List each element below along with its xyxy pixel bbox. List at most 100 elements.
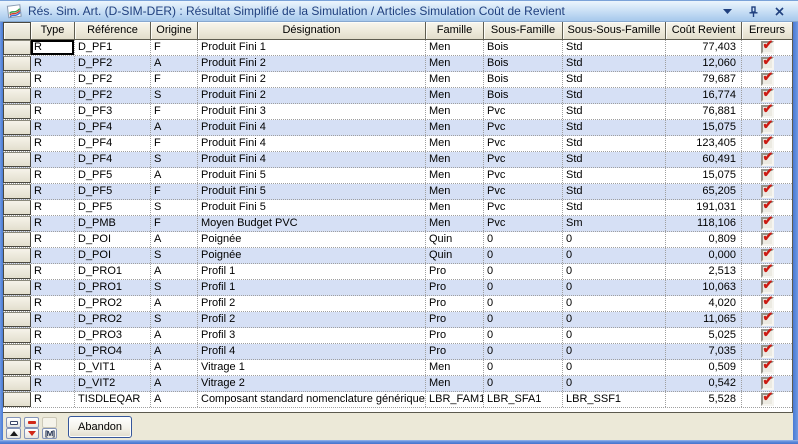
cell-reference[interactable]: D_PRO1 <box>75 280 151 295</box>
cell-type[interactable]: R <box>31 376 75 391</box>
cell-sous-famille[interactable]: Pvc <box>484 152 563 167</box>
erreurs-checkbox[interactable]: ✔ <box>760 56 774 70</box>
cell-famille[interactable]: Pro <box>426 312 484 327</box>
cell-famille[interactable]: Men <box>426 120 484 135</box>
cell-sous-famille[interactable]: Pvc <box>484 216 563 231</box>
row-selector[interactable] <box>3 40 31 55</box>
cell-famille[interactable]: Men <box>426 56 484 71</box>
header-designation[interactable]: Désignation <box>198 22 426 40</box>
cell-designation[interactable]: Produit Fini 2 <box>198 56 426 71</box>
cell-sous-sous-famille[interactable]: 0 <box>563 376 666 391</box>
cell-famille[interactable]: Men <box>426 360 484 375</box>
row-selector[interactable] <box>3 120 31 135</box>
cell-type[interactable]: R <box>31 88 75 103</box>
cell-cout-revient[interactable]: 0,809 <box>666 232 742 247</box>
cell-sous-famille[interactable]: Pvc <box>484 104 563 119</box>
header-corner-cell[interactable] <box>3 22 31 40</box>
cell-origine[interactable]: A <box>151 120 198 135</box>
row-selector[interactable] <box>3 216 31 231</box>
erreurs-checkbox[interactable]: ✔ <box>760 72 774 86</box>
cell-sous-famille[interactable]: 0 <box>484 376 563 391</box>
cell-famille[interactable]: Pro <box>426 296 484 311</box>
cell-origine[interactable]: A <box>151 168 198 183</box>
cell-type[interactable]: R <box>31 104 75 119</box>
cell-famille[interactable]: LBR_FAM1 <box>426 392 484 407</box>
cell-sous-sous-famille[interactable]: Std <box>563 152 666 167</box>
cell-sous-famille[interactable]: Pvc <box>484 168 563 183</box>
cell-origine[interactable]: A <box>151 328 198 343</box>
cell-reference[interactable]: D_PF2 <box>75 56 151 71</box>
cell-sous-sous-famille[interactable]: LBR_SSF1 <box>563 392 666 407</box>
row-selector[interactable] <box>3 360 31 375</box>
cell-famille[interactable]: Men <box>426 40 484 55</box>
row-selector[interactable] <box>3 392 31 407</box>
cell-famille[interactable]: Men <box>426 376 484 391</box>
cell-sous-famille[interactable]: Bois <box>484 72 563 87</box>
cell-origine[interactable]: A <box>151 344 198 359</box>
cell-reference[interactable]: D_VIT1 <box>75 360 151 375</box>
cell-sous-famille[interactable]: Pvc <box>484 200 563 215</box>
cell-sous-famille[interactable]: 0 <box>484 280 563 295</box>
cell-type[interactable]: R <box>31 312 75 327</box>
cell-type[interactable]: R <box>31 328 75 343</box>
cell-designation[interactable]: Produit Fini 4 <box>198 152 426 167</box>
cell-sous-famille[interactable]: Bois <box>484 56 563 71</box>
dropdown-arrow-icon[interactable] <box>720 4 734 18</box>
cell-type[interactable]: R <box>31 248 75 263</box>
cell-famille[interactable]: Men <box>426 104 484 119</box>
cell-designation[interactable]: Vitrage 1 <box>198 360 426 375</box>
cell-designation[interactable]: Profil 1 <box>198 264 426 279</box>
erreurs-checkbox[interactable]: ✔ <box>760 328 774 342</box>
cell-cout-revient[interactable]: 7,035 <box>666 344 742 359</box>
cell-reference[interactable]: D_PF2 <box>75 72 151 87</box>
cell-reference[interactable]: D_PRO4 <box>75 344 151 359</box>
header-cout-revient[interactable]: Coût Revient <box>666 22 742 40</box>
cell-reference[interactable]: D_PRO2 <box>75 312 151 327</box>
nav-up-button[interactable] <box>6 428 21 439</box>
nav-memo-button[interactable]: [M] <box>42 428 57 439</box>
cell-cout-revient[interactable]: 191,031 <box>666 200 742 215</box>
cell-sous-sous-famille[interactable]: Std <box>563 56 666 71</box>
cell-famille[interactable]: Quin <box>426 232 484 247</box>
cell-origine[interactable]: F <box>151 72 198 87</box>
abandon-button[interactable]: Abandon <box>68 416 133 438</box>
cell-origine[interactable]: A <box>151 392 198 407</box>
cell-famille[interactable]: Pro <box>426 264 484 279</box>
cell-famille[interactable]: Men <box>426 136 484 151</box>
cell-sous-famille[interactable]: Pvc <box>484 120 563 135</box>
cell-cout-revient[interactable]: 79,687 <box>666 72 742 87</box>
erreurs-checkbox[interactable]: ✔ <box>760 88 774 102</box>
cell-famille[interactable]: Pro <box>426 344 484 359</box>
cell-reference[interactable]: D_PF5 <box>75 184 151 199</box>
row-selector[interactable] <box>3 136 31 151</box>
erreurs-checkbox[interactable]: ✔ <box>760 216 774 230</box>
row-selector[interactable] <box>3 184 31 199</box>
erreurs-checkbox[interactable]: ✔ <box>760 40 774 54</box>
cell-sous-sous-famille[interactable]: Std <box>563 120 666 135</box>
cell-sous-famille[interactable]: LBR_SFA1 <box>484 392 563 407</box>
cell-designation[interactable]: Produit Fini 4 <box>198 136 426 151</box>
erreurs-checkbox[interactable]: ✔ <box>760 200 774 214</box>
cell-type[interactable]: R <box>31 152 75 167</box>
cell-designation[interactable]: Produit Fini 2 <box>198 88 426 103</box>
cell-sous-sous-famille[interactable]: 0 <box>563 264 666 279</box>
cell-cout-revient[interactable]: 0,000 <box>666 248 742 263</box>
cell-cout-revient[interactable]: 60,491 <box>666 152 742 167</box>
cell-origine[interactable]: F <box>151 184 198 199</box>
row-selector[interactable] <box>3 296 31 311</box>
cell-cout-revient[interactable]: 5,528 <box>666 392 742 407</box>
nav-delete-line-button[interactable] <box>24 417 39 428</box>
erreurs-checkbox[interactable]: ✔ <box>760 232 774 246</box>
row-selector[interactable] <box>3 344 31 359</box>
cell-reference[interactable]: D_PF4 <box>75 120 151 135</box>
cell-cout-revient[interactable]: 15,075 <box>666 168 742 183</box>
cell-type[interactable]: R <box>31 72 75 87</box>
cell-origine[interactable]: S <box>151 200 198 215</box>
cell-famille[interactable]: Men <box>426 72 484 87</box>
cell-sous-sous-famille[interactable]: Sm <box>563 216 666 231</box>
cell-famille[interactable]: Men <box>426 216 484 231</box>
nav-insert-line-button[interactable] <box>6 417 21 428</box>
cell-cout-revient[interactable]: 16,774 <box>666 88 742 103</box>
cell-sous-famille[interactable]: Pvc <box>484 136 563 151</box>
cell-type[interactable]: R <box>31 392 75 407</box>
